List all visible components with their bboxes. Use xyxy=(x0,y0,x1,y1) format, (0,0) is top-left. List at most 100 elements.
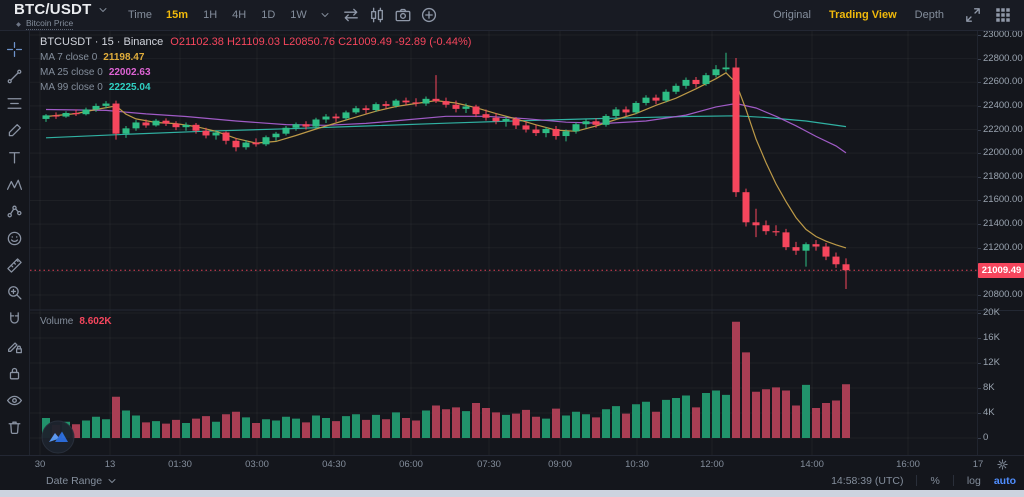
candle-body xyxy=(712,69,720,76)
candle-body xyxy=(812,244,820,247)
candle-body xyxy=(112,103,120,134)
volume-bar xyxy=(352,414,360,438)
axis-settings-gear-icon[interactable] xyxy=(996,458,1009,471)
interval-button-4h[interactable]: 4H xyxy=(232,9,247,21)
volume-bar xyxy=(642,401,650,438)
volume-bar xyxy=(412,420,420,438)
date-range-button[interactable]: Date Range xyxy=(46,475,118,487)
volume-bar xyxy=(692,407,700,438)
candle-body xyxy=(232,140,240,148)
candle-body xyxy=(302,124,310,127)
candle-body xyxy=(552,128,560,137)
drawing-lock-tool-icon[interactable] xyxy=(6,338,23,355)
text-tool-icon[interactable] xyxy=(6,149,23,166)
price-tick-label: 23000.00 xyxy=(978,29,1023,40)
symbol-block: BTC/USDT Bitcoin Price xyxy=(14,1,109,30)
remove-all-tool-icon[interactable] xyxy=(6,419,23,436)
candle-body xyxy=(442,101,450,105)
fullscreen-icon[interactable] xyxy=(964,6,982,24)
xabcd-pattern-tool-icon[interactable] xyxy=(6,176,23,193)
volume-bar xyxy=(72,424,80,438)
volume-bar xyxy=(122,410,130,438)
grid-layout-icon[interactable] xyxy=(994,6,1012,24)
forecast-tool-icon[interactable] xyxy=(6,203,23,220)
candle-body xyxy=(132,122,140,129)
volume-bar xyxy=(162,423,170,438)
candle-body xyxy=(522,125,530,130)
pane-divider xyxy=(978,310,1024,311)
interval-button-1h[interactable]: 1H xyxy=(203,9,218,21)
time-axis[interactable]: 30 13 01:30 03:00 04:30 06:00 07:30 09:00 10:30 1… xyxy=(0,455,1024,472)
candle-body xyxy=(42,115,50,119)
view-tab-original[interactable]: Original xyxy=(773,9,811,21)
interval-group: Time 15m 1H 4H 1D 1W xyxy=(128,0,438,30)
candle-body xyxy=(402,100,410,103)
view-tab-depth[interactable]: Depth xyxy=(914,9,944,21)
auto-scale-button[interactable]: auto xyxy=(993,474,1016,487)
volume-bar xyxy=(802,384,810,438)
compare-arrows-icon[interactable] xyxy=(342,6,360,24)
candle-body xyxy=(92,105,100,110)
symbol-subtitle-link[interactable]: Bitcoin Price xyxy=(26,18,74,30)
camera-icon[interactable] xyxy=(394,6,412,24)
symbol-dropdown-icon[interactable] xyxy=(97,4,109,16)
candle-body xyxy=(72,113,80,115)
fib-retracement-tool-icon[interactable] xyxy=(6,95,23,112)
candlestick-chart-canvas[interactable] xyxy=(30,30,977,455)
candle-body xyxy=(422,98,430,104)
volume-bar xyxy=(562,415,570,438)
view-tab-trading-view[interactable]: Trading View xyxy=(828,9,897,21)
ruler-tool-icon[interactable] xyxy=(6,257,23,274)
candle-body xyxy=(532,129,540,134)
volume-bar xyxy=(822,403,830,438)
interval-button-1d[interactable]: 1D xyxy=(261,9,276,21)
candle-body xyxy=(802,244,810,251)
volume-bar xyxy=(382,419,390,438)
lock-all-tool-icon[interactable] xyxy=(6,365,23,382)
symbol-title[interactable]: BTC/USDT xyxy=(14,1,92,18)
candle-body xyxy=(252,142,260,145)
magnet-tool-icon[interactable] xyxy=(6,311,23,328)
candle-body xyxy=(452,104,460,109)
volume-legend: Volume 8.602K xyxy=(40,316,112,327)
candle-body xyxy=(632,102,640,113)
candle-body xyxy=(322,116,330,120)
percent-scale-button[interactable]: % xyxy=(930,474,940,487)
view-tabs: Original Trading View Depth xyxy=(773,0,1012,30)
volume-tick-label: 12K xyxy=(978,357,1000,368)
candle-body xyxy=(352,108,360,113)
timezone-clock[interactable]: 14:58:39 (UTC) xyxy=(831,474,904,487)
candlestick-style-icon[interactable] xyxy=(368,6,386,24)
interval-button-1w[interactable]: 1W xyxy=(290,9,307,21)
time-tick-label: 07:30 xyxy=(477,459,501,470)
log-scale-button[interactable]: log xyxy=(966,474,981,487)
volume-bar xyxy=(842,384,850,438)
brush-tool-icon[interactable] xyxy=(6,122,23,139)
emoji-tool-icon[interactable] xyxy=(6,230,23,247)
volume-bar xyxy=(142,422,150,438)
time-tick-label: 16:00 xyxy=(896,459,920,470)
interval-button-15m[interactable]: 15m xyxy=(166,9,189,21)
add-circle-icon[interactable] xyxy=(420,6,438,24)
candle-body xyxy=(292,124,300,128)
price-axis[interactable]: 21009.49 23000.00 22800.00 22600.00 22400.0… xyxy=(977,29,1024,455)
candle-body xyxy=(622,109,630,113)
candle-body xyxy=(702,75,710,85)
volume-bar xyxy=(82,420,90,438)
volume-bar xyxy=(452,407,460,438)
volume-bar xyxy=(322,418,330,438)
hide-all-tool-icon[interactable] xyxy=(6,392,23,409)
time-tick-label: 04:30 xyxy=(322,459,346,470)
price-tick-label: 22000.00 xyxy=(978,147,1023,159)
zoom-in-tool-icon[interactable] xyxy=(6,284,23,301)
crosshair-tool-icon[interactable] xyxy=(6,41,23,58)
date-range-label: Date Range xyxy=(46,474,103,487)
interval-dropdown-icon[interactable] xyxy=(319,9,331,21)
candle-body xyxy=(62,113,70,117)
candle-body xyxy=(142,122,150,126)
price-tick-label: 22200.00 xyxy=(978,123,1023,135)
volume-bar xyxy=(502,414,510,438)
volume-bar xyxy=(282,416,290,438)
trend-line-tool-icon[interactable] xyxy=(6,68,23,85)
